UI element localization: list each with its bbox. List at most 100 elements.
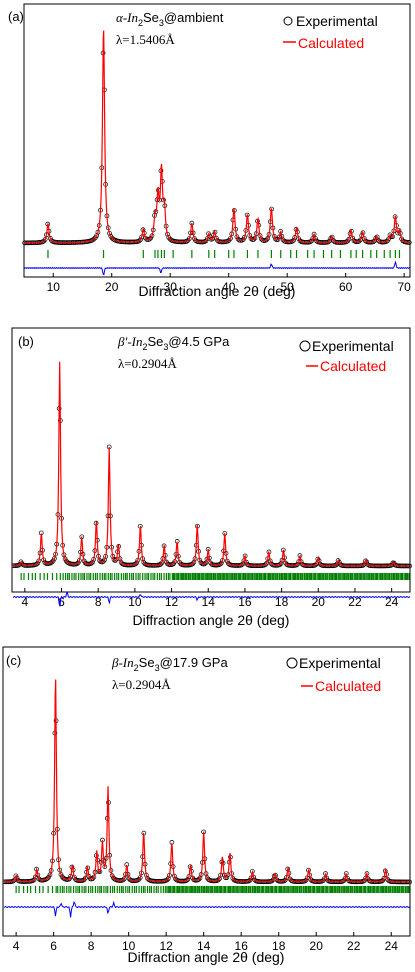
experimental-point <box>311 231 317 237</box>
experimental-point <box>265 236 271 241</box>
experimental-point <box>134 560 139 566</box>
experimental-point <box>90 559 95 565</box>
experimental-point <box>42 237 48 242</box>
panel-b-plot-area: 4 6 8 10 12 14 16 18 20 22 24 <box>11 361 412 609</box>
x-tick-label: 12 <box>165 595 179 609</box>
experimental-point <box>50 558 56 564</box>
panel-c-legend-experimental: Experimental <box>299 655 381 671</box>
experimental-point <box>273 236 278 242</box>
difference-line <box>23 260 411 276</box>
x-tick-label: 70 <box>397 280 411 294</box>
panel-a-xlabel: Diffraction angle 2θ (deg) <box>139 283 296 299</box>
x-tick-label: 6 <box>50 939 57 953</box>
experimental-point <box>258 236 264 242</box>
panel-b-wavelength: λ=0.2904Å <box>118 356 177 371</box>
panel-b-legend-calculated: Calculated <box>320 358 386 374</box>
experimental-point <box>136 238 142 244</box>
panel-c-wavelength: λ=0.2904Å <box>112 677 171 692</box>
panel-b-legend-experimental-marker <box>299 340 311 352</box>
experimental-point <box>88 560 94 566</box>
panel-c-frame <box>2 646 411 937</box>
panel-b-legend-experimental: Experimental <box>312 338 394 354</box>
experimental-point <box>291 237 296 243</box>
experimental-point <box>309 238 314 244</box>
calculated-line <box>24 30 410 244</box>
panel-a-plot-area: 10 20 30 40 50 60 70 <box>22 30 412 294</box>
experimental-point <box>46 874 52 880</box>
experimental-point <box>247 877 253 883</box>
x-tick-label: 24 <box>385 595 399 609</box>
x-tick-label: 24 <box>385 939 399 953</box>
experimental-point <box>45 875 50 881</box>
experimental-point <box>91 236 97 242</box>
experimental-point <box>159 560 165 566</box>
experimental-point <box>75 560 81 566</box>
x-tick-label: 10 <box>128 595 142 609</box>
panel-a-legend-experimental: Experimental <box>296 13 378 29</box>
panel-a-legend-experimental-marker <box>283 16 293 26</box>
x-tick-label: 14 <box>202 595 216 609</box>
x-tick-label: 12 <box>159 939 173 953</box>
x-tick-label: 10 <box>47 280 61 294</box>
x-tick-label: 8 <box>95 595 102 609</box>
panel-b-title: β′-In2Se3@4.5 GPa <box>117 334 230 352</box>
x-tick-label: 16 <box>238 595 252 609</box>
experimental-point <box>112 558 118 563</box>
x-tick-label: 20 <box>312 595 326 609</box>
x-tick-label: 4 <box>13 939 20 953</box>
experimental-point <box>252 235 258 241</box>
experimental-point <box>196 877 202 882</box>
panel-c: 4 6 8 10 12 14 16 18 20 22 24 (c) β-In2Se3@17.9 GP… <box>2 646 412 965</box>
calculated-line <box>3 679 410 883</box>
experimental-point <box>303 877 309 883</box>
experimental-point <box>264 561 269 566</box>
x-tick-label: 6 <box>58 595 65 609</box>
x-tick-label: 20 <box>105 280 119 294</box>
x-tick-label: 4 <box>21 595 28 609</box>
experimental-point <box>133 561 138 567</box>
x-tick-label: 22 <box>347 939 361 953</box>
x-tick-label: 16 <box>235 939 249 953</box>
panel-a-label: (a) <box>8 9 24 24</box>
experimental-point <box>264 237 269 243</box>
panel-a: 10 20 30 40 50 60 70 (a) α-In2Se3@ambient λ=1.… <box>8 3 412 299</box>
x-tick-label: 40 <box>222 280 236 294</box>
x-tick-label: 20 <box>310 939 324 953</box>
experimental-point <box>67 876 72 882</box>
panel-a-title: α-In2Se3@ambient <box>116 10 224 28</box>
difference-line <box>3 900 411 918</box>
experimental-point <box>295 561 300 567</box>
experimental-point <box>215 877 221 883</box>
experimental-point <box>263 562 268 568</box>
experimental-point <box>138 237 143 243</box>
experimental-point <box>164 877 170 883</box>
experimental-point <box>314 561 319 567</box>
experimental-point <box>217 561 223 567</box>
experimental-point <box>190 561 196 567</box>
experimental-point <box>282 877 288 883</box>
panel-b-xlabel: Diffraction angle 2θ (deg) <box>133 612 290 628</box>
x-tick-label: 18 <box>272 939 286 953</box>
experimental-point <box>240 237 246 242</box>
experimental-point <box>31 877 37 883</box>
experimental-point <box>35 560 41 566</box>
experimental-point <box>47 872 53 878</box>
experimental-point <box>218 560 224 566</box>
experimental-point <box>49 238 54 244</box>
experimental-point <box>137 875 143 880</box>
panel-c-legend-experimental-marker <box>286 657 298 669</box>
experimental-point <box>185 877 191 882</box>
experimental-point <box>58 872 64 877</box>
x-tick-label: 50 <box>281 280 295 294</box>
experimental-point <box>167 236 173 242</box>
experimental-point <box>34 561 39 567</box>
experimental-point <box>228 236 233 241</box>
x-tick-label: 18 <box>275 595 289 609</box>
experimental-point <box>121 876 127 882</box>
experimental-point <box>91 874 97 880</box>
x-tick-label: 30 <box>164 280 178 294</box>
experimental-point <box>52 556 57 561</box>
experimental-point <box>158 561 163 567</box>
panel-b-frame <box>11 327 411 593</box>
